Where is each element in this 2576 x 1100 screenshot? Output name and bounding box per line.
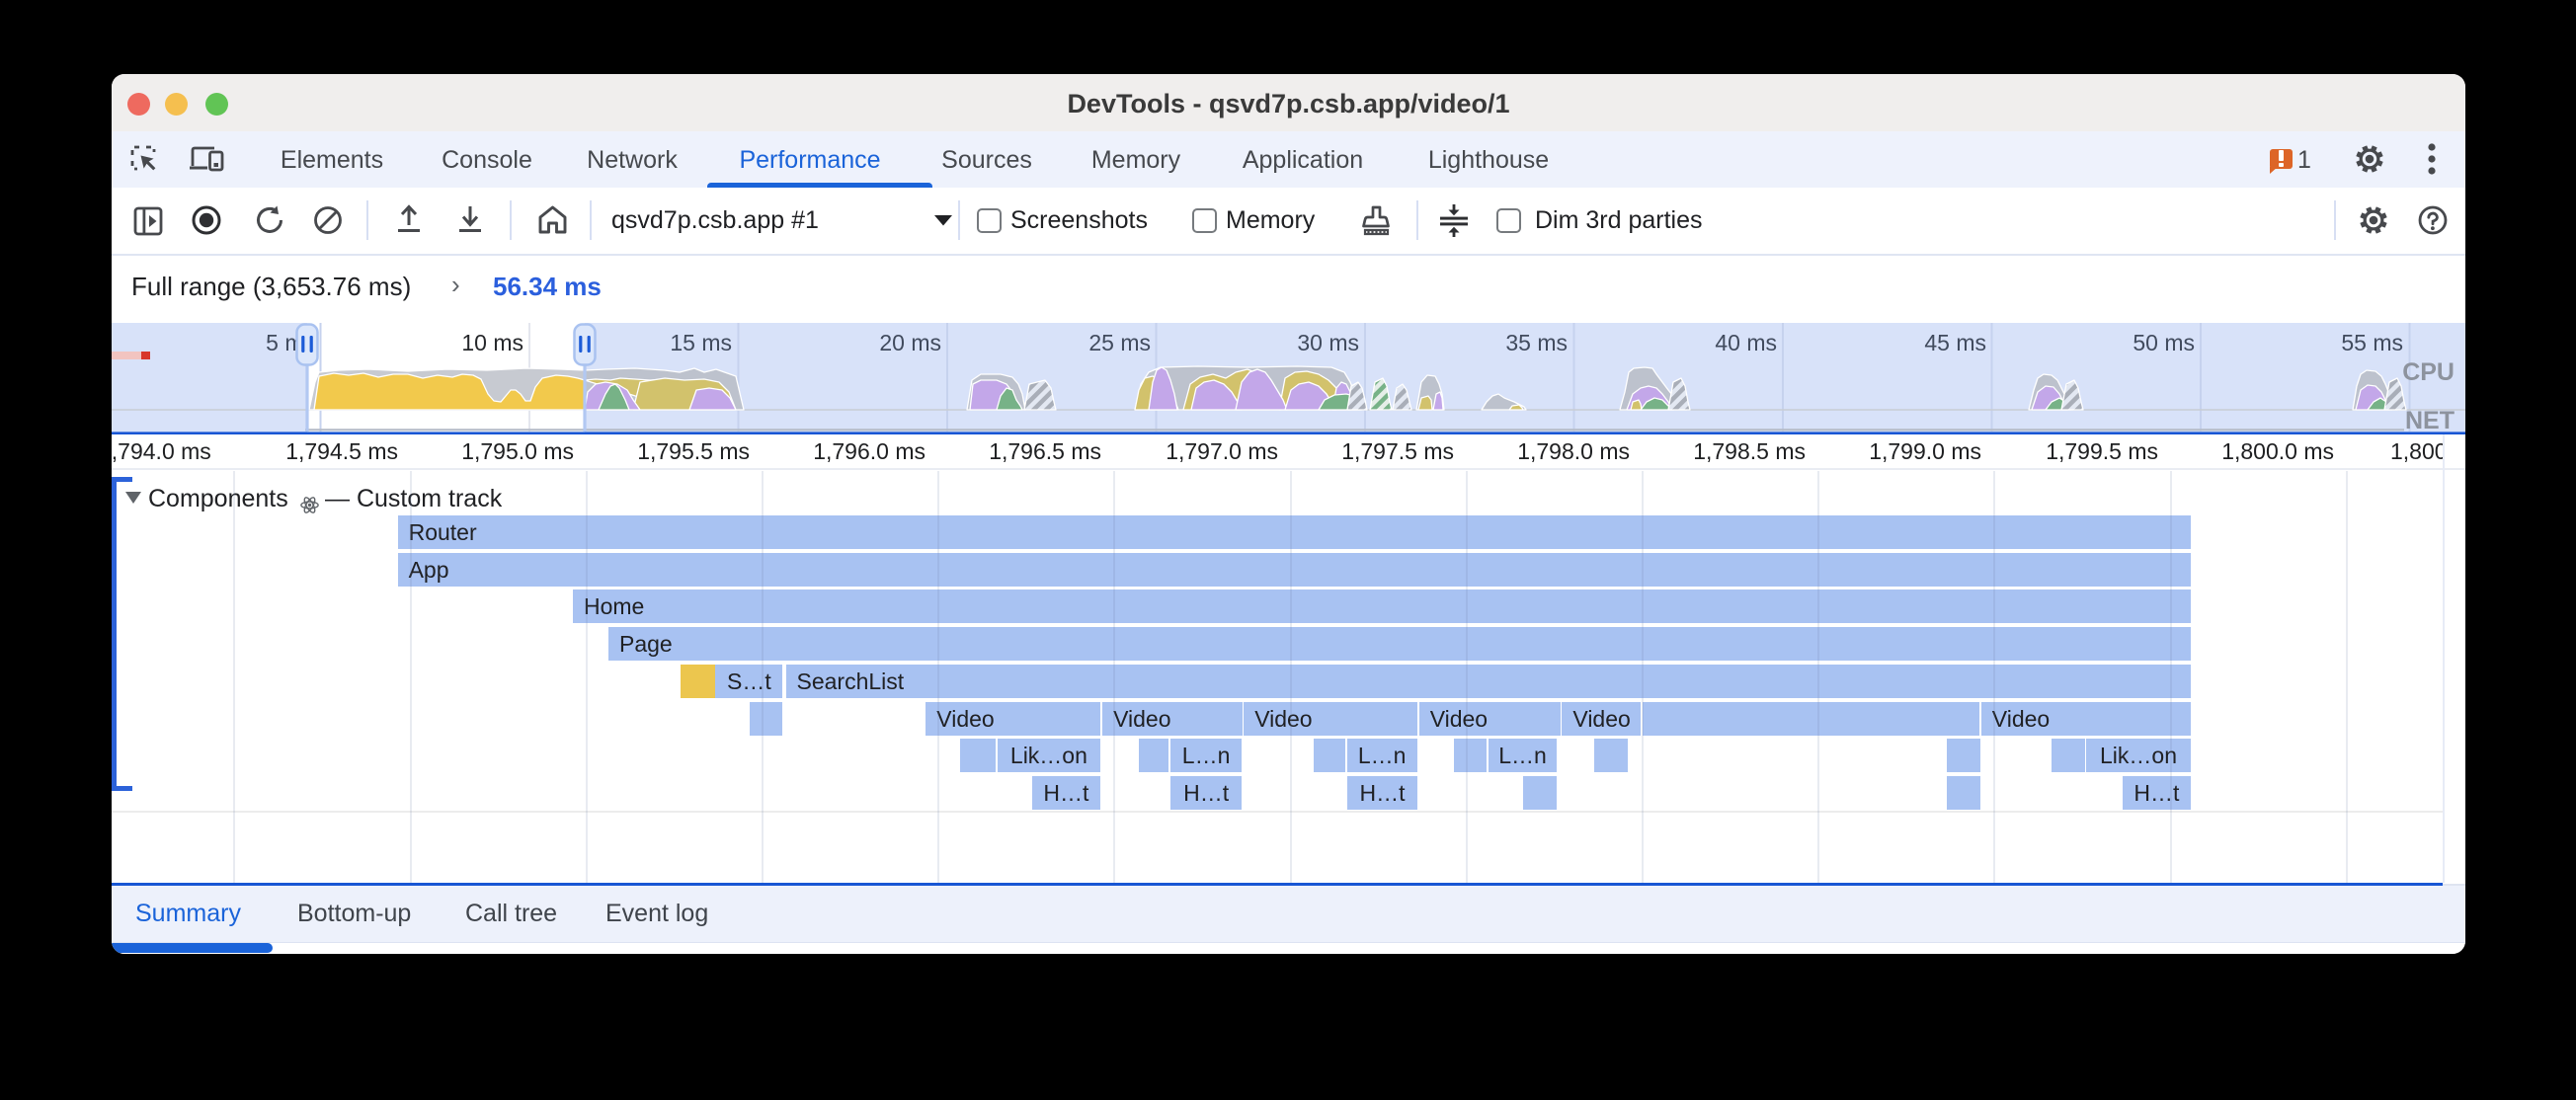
svg-text:30 ms: 30 ms xyxy=(1297,330,1359,355)
svg-text:CPU: CPU xyxy=(2402,358,2455,386)
svg-text:10 ms: 10 ms xyxy=(461,330,523,355)
svg-text:20 ms: 20 ms xyxy=(879,330,941,355)
svg-text:55 ms: 55 ms xyxy=(2341,330,2403,355)
svg-text:40 ms: 40 ms xyxy=(1715,330,1777,355)
svg-text:45 ms: 45 ms xyxy=(1924,330,1986,355)
svg-text:35 ms: 35 ms xyxy=(1505,330,1568,355)
svg-text:15 ms: 15 ms xyxy=(670,330,732,355)
svg-text:50 ms: 50 ms xyxy=(2133,330,2195,355)
svg-text:NET: NET xyxy=(2405,407,2455,434)
svg-text:25 ms: 25 ms xyxy=(1088,330,1151,355)
